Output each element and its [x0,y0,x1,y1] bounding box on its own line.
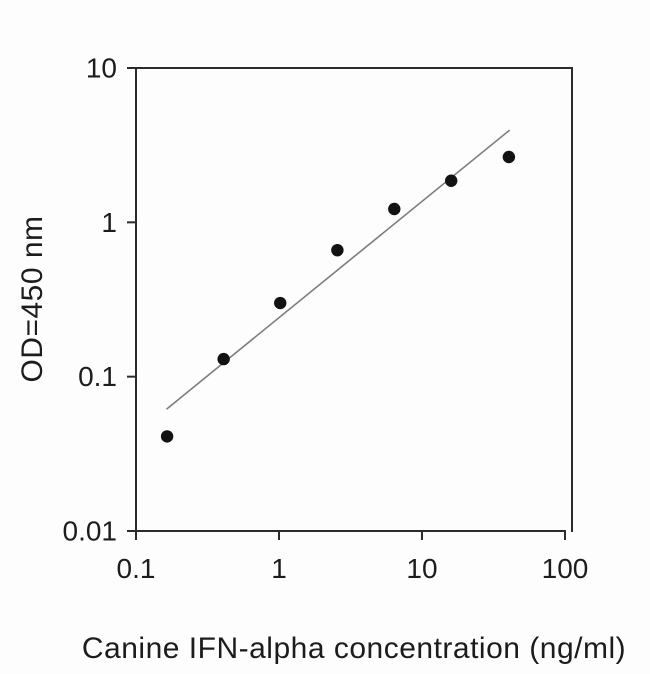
x-tick-label: 100 [542,553,589,584]
data-point [274,296,287,310]
y-tick-label: 0.1 [78,361,117,392]
data-point [217,352,230,366]
y-axis-title: OD=450 nm [16,215,49,383]
data-point [444,174,458,187]
data-point [502,150,516,164]
data-point [388,202,401,216]
x-tick-label: 0.1 [117,553,156,584]
x-tick-label: 1 [271,553,287,584]
x-tick-label: 10 [406,553,437,584]
y-tick-label: 10 [86,53,117,84]
fit-line [165,129,511,410]
x-axis-title: Canine IFN-alpha concentration (ng/ml) [81,632,627,665]
y-tick-label: 0.01 [63,516,118,547]
data-point [331,243,344,257]
y-tick-label: 1 [101,207,117,238]
data-point [160,430,174,443]
